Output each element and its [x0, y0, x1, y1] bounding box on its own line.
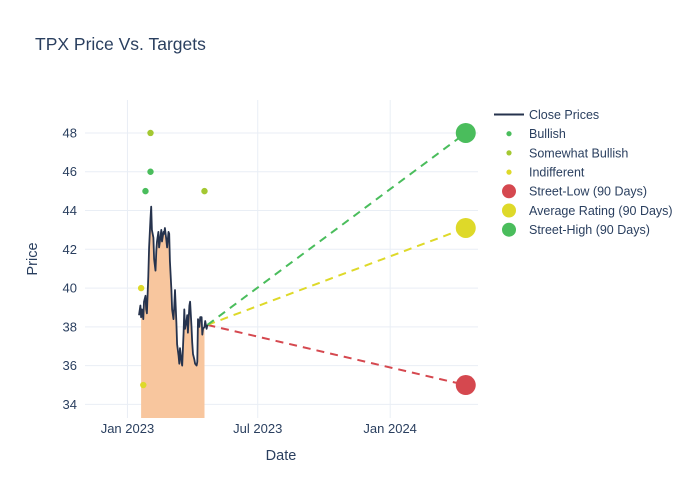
legend-item-average-rating-90-days[interactable]: Average Rating (90 Days)	[502, 203, 673, 218]
legend-swatch-dot	[502, 184, 516, 199]
legend-item-label: Close Prices	[529, 108, 599, 122]
projection-line-street-low-90-days	[207, 323, 466, 387]
y-tick-label: 38	[63, 319, 77, 334]
series-layer	[137, 122, 476, 418]
legend-item-bullish[interactable]: Bullish	[506, 127, 566, 141]
rating-dot-somewhat-bullish[interactable]	[147, 129, 154, 137]
y-tick-label: 36	[63, 358, 77, 373]
rating-dot-somewhat-bullish[interactable]	[201, 187, 208, 195]
y-axis-title: Price	[25, 242, 41, 275]
legend-item-label: Street-High (90 Days)	[529, 223, 650, 237]
projection-line-average-rating-90-days	[207, 227, 467, 326]
legend-swatch-dot	[502, 203, 516, 218]
chart-title: TPX Price Vs. Targets	[35, 34, 206, 54]
rating-dot-indifferent[interactable]	[140, 381, 147, 389]
legend-swatch-dot	[506, 150, 512, 156]
y-tick-label: 48	[63, 125, 77, 140]
rating-dot-indifferent[interactable]	[137, 284, 145, 292]
projection-line-street-high-90-days	[206, 132, 467, 326]
x-axis-title: Date	[266, 448, 297, 464]
y-tick-label: 42	[63, 242, 77, 257]
legend-item-label: Bullish	[529, 127, 566, 141]
y-tick-label: 40	[63, 281, 77, 296]
legend-item-street-high-90-days[interactable]: Street-High (90 Days)	[502, 222, 650, 237]
rating-dot-bullish[interactable]	[147, 168, 154, 175]
legend-swatch-dot	[506, 131, 512, 137]
legend-item-somewhat-bullish[interactable]: Somewhat Bullish	[506, 146, 628, 160]
x-tick-label: Jan 2023	[101, 421, 155, 436]
legend-swatch-dot	[502, 222, 516, 237]
legend-item-indifferent[interactable]: Indifferent	[506, 166, 585, 180]
y-tick-label: 44	[63, 203, 77, 218]
close-price-line	[138, 205, 209, 367]
target-marker-average-rating-90-days[interactable]	[455, 217, 476, 238]
close-price-fill	[141, 206, 205, 418]
y-tick-label: 46	[63, 164, 77, 179]
legend-item-label: Somewhat Bullish	[529, 146, 628, 160]
target-marker-street-low-90-days[interactable]	[455, 375, 476, 396]
target-marker-street-high-90-days[interactable]	[455, 122, 476, 143]
legend-item-label: Indifferent	[529, 166, 585, 180]
rating-dot-bullish[interactable]	[142, 187, 149, 195]
legend-item-label: Street-Low (90 Days)	[529, 185, 647, 199]
x-tick-label: Jan 2024	[363, 421, 417, 436]
legend-item-close-prices[interactable]: Close Prices	[494, 108, 599, 122]
legend-swatch-dot	[506, 169, 512, 175]
tick-layer: 34 36 38 40 42 44 46 48 Jan 2023 Jul 2023 Jan 2024	[63, 125, 417, 436]
legend-item-street-low-90-days[interactable]: Street-Low (90 Days)	[502, 184, 647, 199]
y-tick-label: 34	[63, 397, 77, 412]
legend: Close Prices Bullish Somewhat Bullish Indif…	[494, 108, 673, 237]
x-tick-label: Jul 2023	[233, 421, 282, 436]
legend-item-label: Average Rating (90 Days)	[529, 204, 673, 218]
